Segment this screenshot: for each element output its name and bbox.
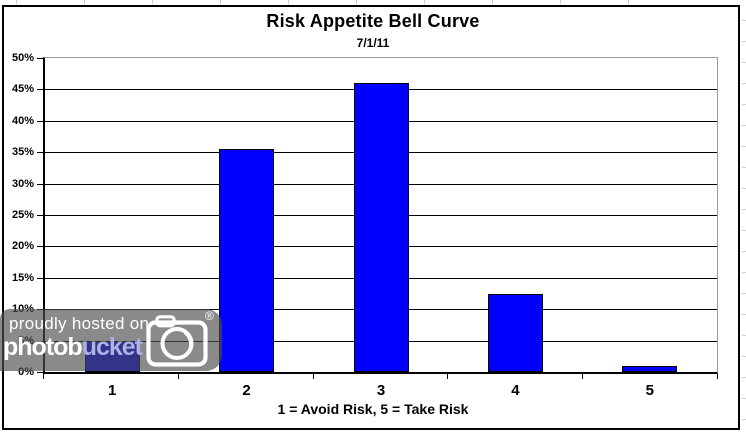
spreadsheet-column-gridlines <box>0 0 746 4</box>
y-axis-tick <box>37 372 43 373</box>
camera-icon <box>146 315 208 367</box>
y-axis-label-45%: 45% <box>11 83 34 96</box>
watermark-tagline: proudly hosted on <box>9 314 150 333</box>
y-axis-tick <box>37 120 43 122</box>
y-axis-tick <box>37 89 43 91</box>
x-axis-tick <box>717 374 718 379</box>
y-axis-tick <box>37 58 43 59</box>
watermark-brand: photobucket <box>3 333 143 362</box>
y-axis-tick <box>37 277 43 279</box>
x-axis-tick <box>582 374 584 379</box>
y-axis-label-30%: 30% <box>11 177 34 190</box>
bar-category-4 <box>487 293 543 372</box>
x-axis-tick <box>312 374 314 379</box>
x-axis-tick <box>43 374 44 379</box>
y-axis-tick <box>37 246 43 248</box>
x-axis: 1 2 3 4 5 <box>43 374 718 404</box>
y-axis-tick <box>37 152 43 154</box>
y-axis-label-15%: 15% <box>11 271 34 284</box>
spreadsheet-row-gridlines <box>742 0 746 436</box>
registered-mark-icon: ® <box>205 309 214 323</box>
y-axis-label-20%: 20% <box>11 240 34 253</box>
x-axis-tick <box>447 374 449 379</box>
x-axis-title: 1 = Avoid Risk, 5 = Take Risk <box>277 401 469 417</box>
bar-category-3 <box>353 83 409 372</box>
photobucket-watermark: proudly hosted on photobucket ® <box>0 309 222 371</box>
category-label-5: 5 <box>645 382 654 399</box>
category-label-2: 2 <box>242 382 251 399</box>
category-label-3: 3 <box>376 382 386 399</box>
y-axis-tick <box>37 183 43 185</box>
watermark-brand-white: photob <box>3 333 83 361</box>
watermark-brand-accent: ucket <box>81 333 143 361</box>
y-axis-label-25%: 25% <box>11 209 34 221</box>
bar-category-2 <box>219 149 275 372</box>
bar-category-5 <box>622 365 678 372</box>
y-axis-label-50%: 50% <box>11 52 34 64</box>
chart-subtitle: 7/1/11 <box>356 36 390 50</box>
y-axis-label-35%: 35% <box>11 146 34 159</box>
category-label-1: 1 <box>108 382 117 399</box>
x-axis-tick <box>177 374 179 379</box>
category-label-4: 4 <box>511 382 520 399</box>
chart-title: Risk Appetite Bell Curve <box>266 11 480 31</box>
y-axis-label-40%: 40% <box>11 114 34 127</box>
y-axis-tick <box>37 215 43 216</box>
